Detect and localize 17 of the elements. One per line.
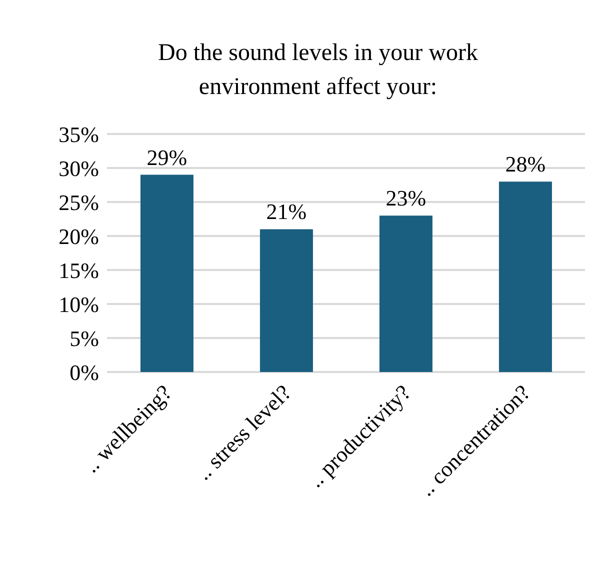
chart-title: Do the sound levels in your work environment affect your: xyxy=(157,39,479,102)
y-tick-label: 35% xyxy=(58,122,99,147)
y-tick-label: 5% xyxy=(70,326,99,351)
y-tick-label: 15% xyxy=(58,258,99,283)
bar xyxy=(260,229,313,372)
y-tick-label: 20% xyxy=(58,224,99,249)
data-label: 21% xyxy=(266,199,307,224)
bar xyxy=(498,182,552,372)
data-label: 29% xyxy=(146,144,188,170)
y-tick-label: 0% xyxy=(70,360,99,385)
data-label: 23% xyxy=(386,186,426,211)
y-tick-label: 30% xyxy=(58,156,99,181)
bar xyxy=(140,174,194,372)
data-label: 28% xyxy=(505,152,546,177)
bar xyxy=(379,216,432,372)
y-tick-label: 10% xyxy=(58,292,99,317)
y-tick-label: 25% xyxy=(58,190,99,215)
